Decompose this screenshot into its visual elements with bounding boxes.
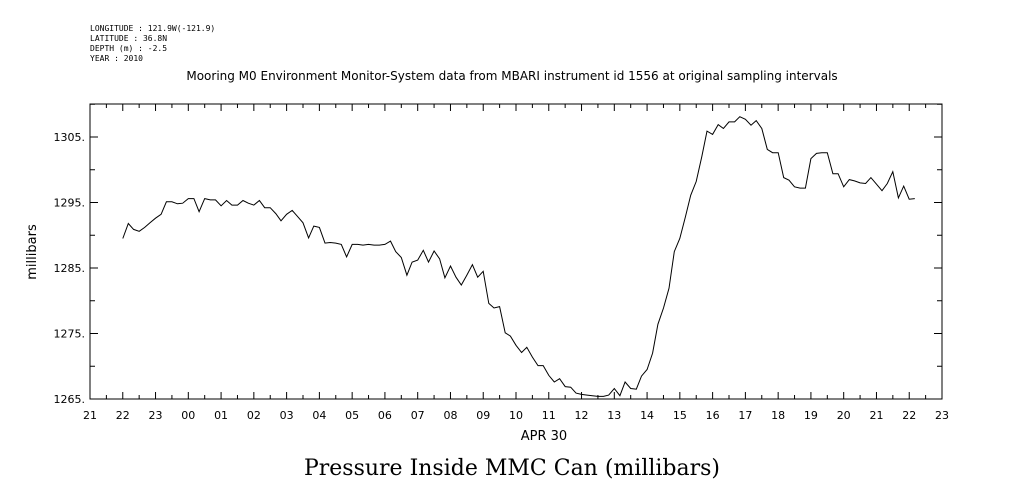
meta-longitude: LONGITUDE : 121.9W(-121.9) (90, 24, 215, 33)
x-tick-label: 11 (542, 409, 556, 422)
y-axis-label: millibars (25, 224, 40, 280)
chart-title: Mooring M0 Environment Monitor-System da… (186, 69, 837, 83)
x-tick-label: 08 (443, 409, 457, 422)
x-axis-label: APR 30 (521, 429, 567, 444)
x-tick-label: 23 (149, 409, 163, 422)
x-tick-label: 20 (837, 409, 851, 422)
x-tick-label: 04 (312, 409, 326, 422)
x-tick-label: 19 (804, 409, 818, 422)
meta-year: YEAR : 2010 (90, 54, 143, 63)
x-tick-label: 03 (280, 409, 294, 422)
x-tick-label: 13 (607, 409, 621, 422)
x-tick-label: 06 (378, 409, 392, 422)
y-tick-label: 1285. (54, 262, 86, 275)
x-tick-label: 01 (214, 409, 228, 422)
y-axis-ticks: 1265. 1275. 1285. 1295. 1305. (54, 103, 942, 406)
x-tick-label: 17 (738, 409, 752, 422)
y-tick-label: 1275. (54, 328, 86, 341)
x-tick-label: 14 (640, 409, 654, 422)
x-tick-label: 07 (411, 409, 425, 422)
x-tick-label: 16 (706, 409, 720, 422)
x-tick-label: 23 (935, 409, 949, 422)
x-tick-label: 02 (247, 409, 261, 422)
y-tick-label: 1305. (54, 131, 86, 144)
x-tick-label: 00 (181, 409, 195, 422)
x-axis-ticks: 21 22 23 00 01 02 03 04 05 06 07 08 09 10 11 12 13 14 15 16… (83, 104, 949, 422)
x-tick-label: 22 (116, 409, 130, 422)
figure-caption: Pressure Inside MMC Can (millibars) (304, 456, 720, 481)
meta-latitude: LATITUDE : 36.8N (90, 34, 167, 43)
series-line-pressure (122, 116, 915, 397)
x-tick-label: 09 (476, 409, 490, 422)
y-tick-label: 1295. (54, 197, 86, 210)
x-tick-label: 18 (771, 409, 785, 422)
y-tick-label: 1265. (54, 393, 86, 406)
x-tick-label: 12 (575, 409, 589, 422)
x-tick-label: 21 (869, 409, 883, 422)
x-tick-label: 22 (902, 409, 916, 422)
x-tick-label: 05 (345, 409, 359, 422)
meta-depth: DEPTH (m) : -2.5 (90, 44, 167, 53)
x-tick-label: 21 (83, 409, 97, 422)
x-tick-label: 15 (673, 409, 687, 422)
x-tick-label: 10 (509, 409, 523, 422)
